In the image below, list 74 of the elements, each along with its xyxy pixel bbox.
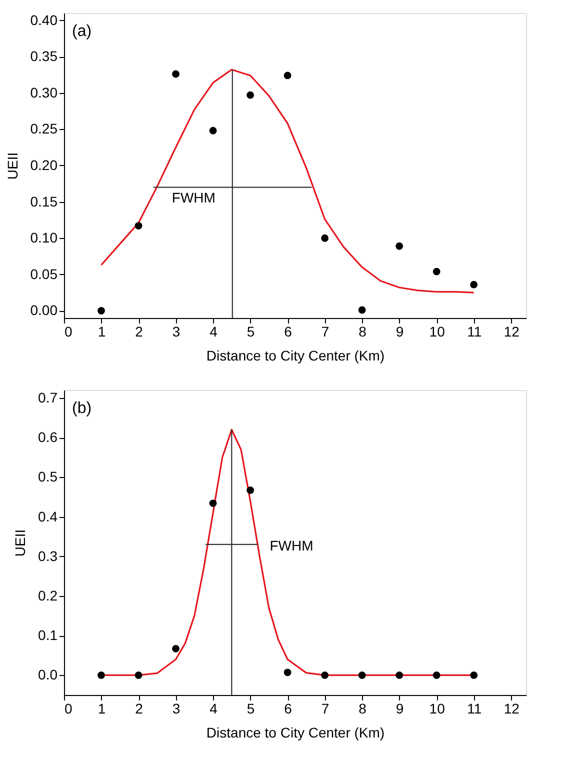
- y-tick-label: 0.40: [30, 12, 58, 28]
- x-tick-label: 9: [396, 324, 404, 340]
- y-tick-label: 0.7: [38, 389, 58, 406]
- point: [209, 126, 217, 134]
- y-tick-label: 0.4: [38, 508, 58, 524]
- y-axis-title: UEII: [12, 529, 28, 557]
- y-tick-label: 0.35: [30, 48, 58, 64]
- y-tick-label: 0.6: [38, 429, 58, 446]
- point: [98, 671, 105, 679]
- y-tick-label: 0.2: [38, 587, 58, 604]
- point: [396, 242, 404, 250]
- point: [470, 280, 478, 288]
- x-tick-label: 2: [135, 700, 144, 716]
- y-tick-label: 0.30: [30, 84, 58, 100]
- y-tick-label: 0.3: [38, 548, 58, 564]
- x-axis-title: Distance to City Center (Km): [206, 348, 385, 364]
- point: [432, 671, 440, 679]
- x-tick-label: 3: [172, 324, 180, 340]
- point: [284, 72, 292, 80]
- y-tick-label: 0.5: [38, 468, 58, 485]
- point: [246, 486, 254, 494]
- point: [172, 70, 180, 78]
- line-series: [100, 68, 475, 294]
- x-tick-label: 0: [64, 324, 72, 340]
- y-tick-label: 0.00: [30, 302, 58, 318]
- x-tick-label: 10: [429, 700, 446, 716]
- x-tick-label: 10: [429, 324, 446, 340]
- point: [358, 671, 366, 679]
- y-tick-label: 0.25: [30, 120, 58, 137]
- point: [470, 671, 478, 679]
- x-tick-label: 3: [172, 700, 180, 716]
- x-tick-label: 11: [467, 324, 482, 340]
- x-tick-label: 6: [284, 324, 292, 340]
- point: [134, 222, 142, 230]
- y-tick-label: 0.20: [30, 157, 58, 173]
- point: [358, 306, 366, 314]
- point: [432, 268, 440, 276]
- y-tick-label: 0.10: [30, 230, 58, 246]
- x-tick-label: 7: [321, 700, 330, 716]
- x-tick-label: 1: [98, 700, 106, 716]
- y-tick-label: 0.0: [38, 666, 58, 683]
- x-tick-label: 5: [246, 700, 255, 716]
- x-tick-label: 6: [284, 700, 292, 716]
- series-label: FWHM: [172, 189, 216, 206]
- point: [209, 500, 217, 507]
- y-tick-label: 0.15: [30, 193, 58, 210]
- x-tick-label: 5: [246, 324, 255, 340]
- y-tick-label: 0.05: [30, 266, 58, 282]
- x-tick-label: 12: [504, 700, 520, 716]
- x-tick-label: 0: [64, 700, 72, 716]
- y-tick-label: 0.1: [38, 627, 58, 644]
- x-tick-label: 7: [321, 324, 330, 340]
- y-axis-title: UEII: [4, 152, 20, 180]
- x-tick-label: 9: [396, 700, 404, 716]
- point: [284, 668, 292, 676]
- x-tick-label: 8: [358, 700, 367, 716]
- point: [98, 307, 105, 314]
- x-tick-label: 2: [135, 324, 144, 340]
- x-tick-label: 4: [210, 700, 218, 716]
- x-axis-title: Distance to City Center (Km): [206, 724, 385, 740]
- point: [134, 671, 142, 679]
- x-tick-label: 11: [467, 700, 482, 716]
- x-tick-label: 12: [504, 324, 520, 340]
- annotation: (a): [72, 23, 92, 40]
- point: [321, 671, 329, 679]
- annotation: (b): [72, 400, 92, 417]
- x-tick-label: 1: [98, 324, 106, 340]
- series-label: FWHM: [270, 537, 314, 554]
- x-tick-label: 8: [358, 324, 367, 340]
- x-tick-label: 4: [210, 324, 218, 340]
- point: [172, 644, 180, 652]
- point: [246, 91, 254, 99]
- point: [396, 671, 404, 679]
- point: [321, 234, 329, 242]
